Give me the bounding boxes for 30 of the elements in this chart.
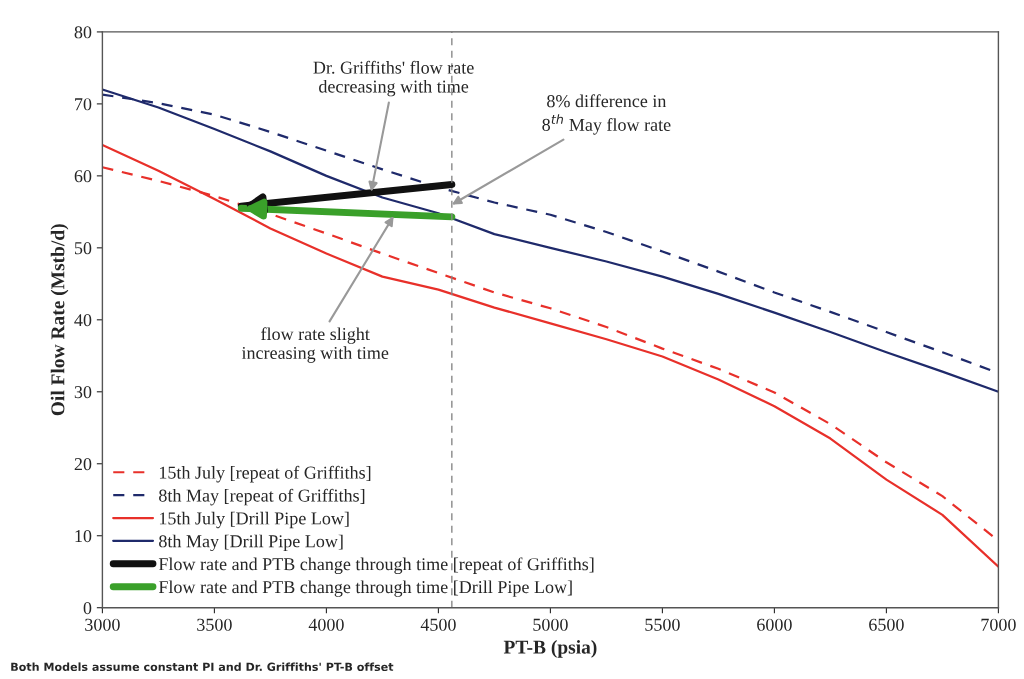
- y-tick-label: 40: [74, 314, 92, 327]
- y-tick-label: 80: [74, 26, 92, 39]
- x-tick-label: 6000: [757, 618, 792, 631]
- x-axis-title: PT-B (psia): [503, 640, 597, 658]
- legend-label: Flow rate and PTB change through time [repeat of Griffiths]: [158, 557, 594, 575]
- y-tick-label: 30: [74, 386, 92, 399]
- x-tick-label: 6500: [869, 618, 904, 631]
- x-tick-label: 5500: [645, 618, 680, 631]
- x-tick-label: 7000: [981, 618, 1016, 631]
- y-tick-label: 0: [83, 601, 92, 615]
- annotation: flow rate slight increasing with time: [241, 327, 389, 363]
- text: Both Models assume constant PI and Dr. Griffiths' PT-B offset: [11, 662, 394, 672]
- x-tick-label: 3000: [85, 618, 120, 631]
- legend-label: 8th May [Drill Pipe Low]: [159, 534, 343, 552]
- annotation: Dr. Griffiths' flow rate decreasing with time: [313, 60, 474, 97]
- legend-label: 8th May [repeat of Griffiths]: [159, 488, 365, 506]
- x-tick-label: 3500: [197, 618, 232, 631]
- legend-label: 15th July [Drill Pipe Low]: [159, 511, 349, 529]
- x-tick-label: 4000: [308, 618, 344, 631]
- annotation: 8% difference in 8$^{th}$ May flow rate: [542, 94, 671, 135]
- y-tick-label: 70: [75, 98, 92, 111]
- y-tick-label: 50: [74, 242, 92, 255]
- x-tick-label: 5000: [533, 618, 568, 631]
- legend-label: 15th July [repeat of Griffiths]: [159, 465, 371, 483]
- x-tick-label: 4500: [420, 618, 456, 631]
- legend-label: Flow rate and PTB change through time [Drill Pipe Low]: [158, 580, 572, 597]
- y-tick-label: 10: [75, 529, 92, 543]
- y-tick-label: 20: [74, 458, 92, 471]
- y-tick-label: 60: [74, 170, 92, 183]
- y-axis-title: Oil Flow Rate (Mstb/d): [50, 224, 69, 416]
